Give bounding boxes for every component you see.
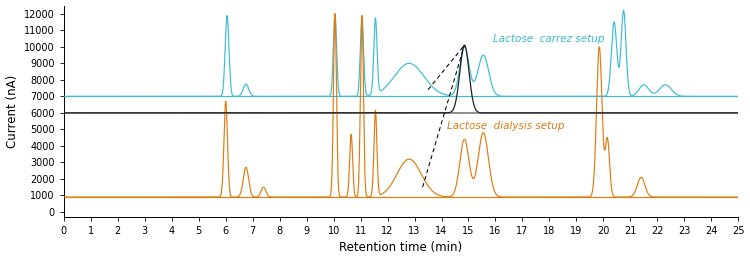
Y-axis label: Current (nA): Current (nA) [5, 75, 19, 148]
X-axis label: Retention time (min): Retention time (min) [340, 242, 463, 255]
Text: Lactose  dialysis setup: Lactose dialysis setup [447, 121, 565, 131]
Text: Lactose  carrez setup: Lactose carrez setup [493, 34, 604, 43]
